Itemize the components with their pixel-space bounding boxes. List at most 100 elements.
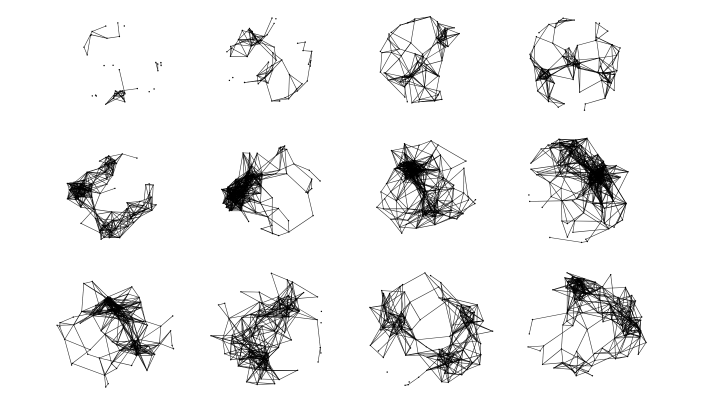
network-edge (232, 327, 250, 336)
network-node (558, 138, 560, 140)
network-edge (78, 199, 82, 208)
network-edge (576, 60, 579, 69)
network-edge (440, 42, 443, 61)
network-node (259, 179, 262, 181)
network-6 (221, 145, 321, 237)
network-edge (146, 355, 153, 371)
network-edge (108, 155, 115, 161)
network-edge (271, 98, 289, 102)
network-edge (454, 350, 464, 374)
network-node (585, 238, 587, 240)
network-node (561, 220, 563, 222)
network-3 (379, 16, 460, 104)
network-edge (560, 150, 574, 175)
network-edge (551, 142, 560, 144)
network-edge (391, 150, 398, 169)
network-node (95, 304, 97, 307)
network-edge (537, 164, 560, 173)
network-node (77, 199, 80, 201)
network-edge (596, 36, 613, 45)
network-edge (385, 72, 389, 81)
network-edge (430, 16, 438, 22)
network-edge (266, 308, 294, 315)
network-edge (627, 323, 637, 357)
network-edge (529, 46, 535, 55)
network-node (107, 296, 109, 298)
network-edge (260, 173, 287, 181)
network-edge (414, 168, 427, 173)
network-node (407, 168, 409, 170)
network-node (379, 71, 382, 73)
network-edge (449, 218, 457, 220)
network-edge (600, 66, 608, 83)
network-node (530, 162, 532, 164)
network-node (251, 30, 253, 33)
network-node (393, 326, 395, 328)
network-edge (414, 16, 431, 20)
network-edge (603, 181, 609, 190)
network-node (248, 152, 251, 154)
network-node (414, 212, 416, 215)
network-edge (231, 327, 250, 340)
network-edge (393, 302, 411, 328)
network-node (258, 301, 260, 303)
network-edge (566, 154, 598, 173)
network-edge (59, 326, 65, 340)
network-node (471, 322, 474, 324)
network-edge (286, 173, 308, 194)
network-edge (400, 42, 412, 57)
network-node (131, 286, 133, 288)
network-node (268, 346, 270, 348)
network-node (291, 309, 293, 312)
network-edge (386, 176, 412, 184)
network-edge (387, 38, 402, 57)
network-edge (384, 315, 400, 321)
network-edge (293, 163, 312, 180)
network-edge (119, 226, 129, 238)
network-node (104, 163, 106, 166)
network-node (275, 18, 277, 20)
network-node (545, 78, 548, 80)
network-edge (95, 218, 113, 221)
network-edge (530, 148, 542, 164)
network-edge (109, 303, 120, 311)
network-node (611, 181, 613, 183)
network-node (463, 192, 465, 194)
network-edge (426, 37, 437, 59)
network-edge (222, 317, 242, 340)
network-edge (246, 381, 258, 385)
network-edge (407, 220, 417, 229)
network-edge (288, 295, 295, 309)
network-edge (69, 189, 82, 208)
network-edge (99, 225, 104, 233)
network-edge (135, 325, 148, 356)
network-edge (584, 103, 586, 111)
network-node (237, 38, 240, 41)
network-edge (277, 317, 283, 332)
network-edge (72, 349, 91, 364)
network-node (491, 330, 494, 332)
network-edge (448, 349, 464, 360)
network-edge (224, 303, 230, 319)
network-node (172, 315, 174, 317)
network-edge (244, 334, 253, 352)
network-edge (230, 199, 236, 205)
network-edge (218, 303, 225, 306)
network-node (117, 92, 120, 95)
network-node (548, 75, 551, 77)
network-node (228, 210, 230, 212)
network-edge (287, 306, 294, 309)
network-node (467, 199, 470, 201)
network-node (239, 192, 241, 194)
network-node (541, 67, 543, 70)
network-edge (236, 338, 266, 347)
network-edge (260, 174, 263, 203)
network-node (566, 236, 569, 238)
network-edge (612, 63, 616, 75)
network-edge (103, 211, 112, 227)
network-edge (405, 349, 440, 356)
network-edge (221, 188, 237, 190)
network-edge (233, 177, 245, 191)
network-node (109, 296, 111, 299)
network-node (250, 45, 252, 47)
